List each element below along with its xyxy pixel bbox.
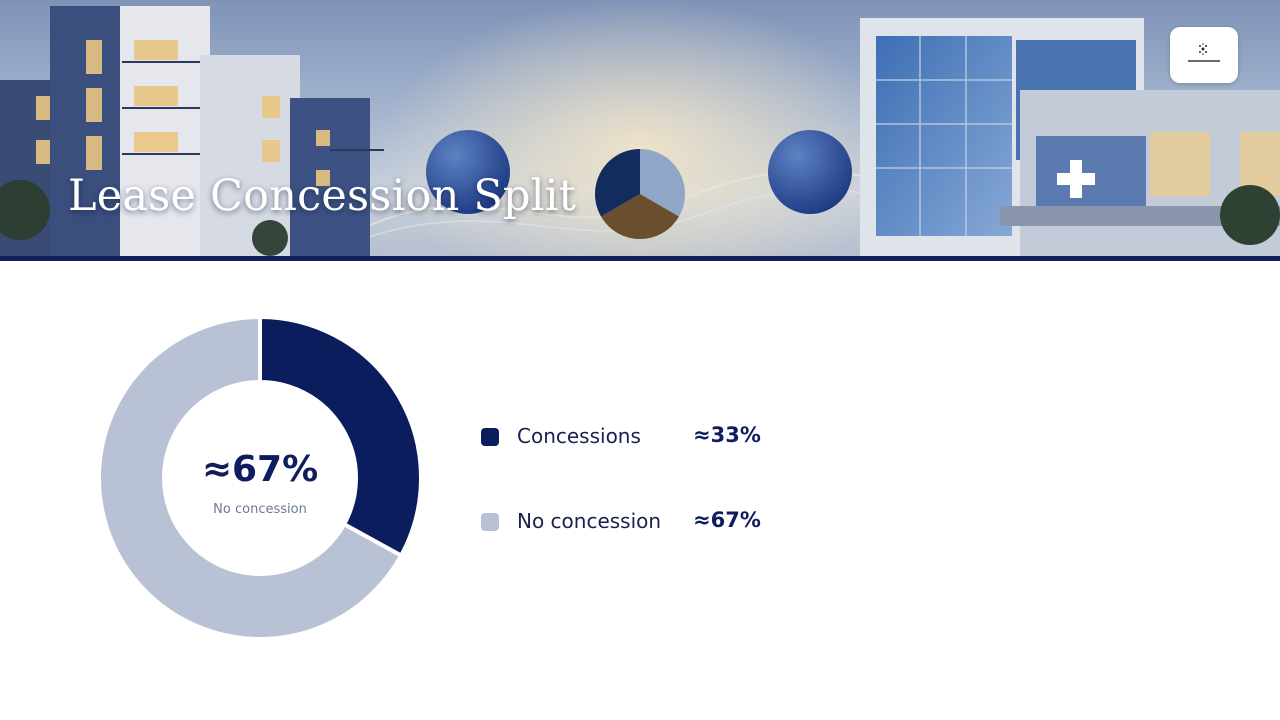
legend-value: ≈33% [693,423,761,447]
company-logo-icon [1188,43,1220,62]
header-divider [0,256,1280,261]
donut-slice-no-concession [97,314,404,641]
page-title: Lease Concession Split [68,171,577,221]
legend-value: ≈67% [693,508,761,532]
legend-label: No concession [517,509,662,533]
legend-swatch-concessions [481,428,499,446]
donut-center-label: No concession [213,502,307,517]
header-banner [0,0,1280,256]
city-buildings-illustration [0,0,1280,256]
donut-center-value: ≈67% [201,449,319,490]
donut-slice-concessions [258,314,423,559]
legend-swatch-no-concession [481,513,499,531]
donut-chart [97,314,423,641]
logo [1170,27,1238,83]
legend-label: Concessions [517,424,641,448]
